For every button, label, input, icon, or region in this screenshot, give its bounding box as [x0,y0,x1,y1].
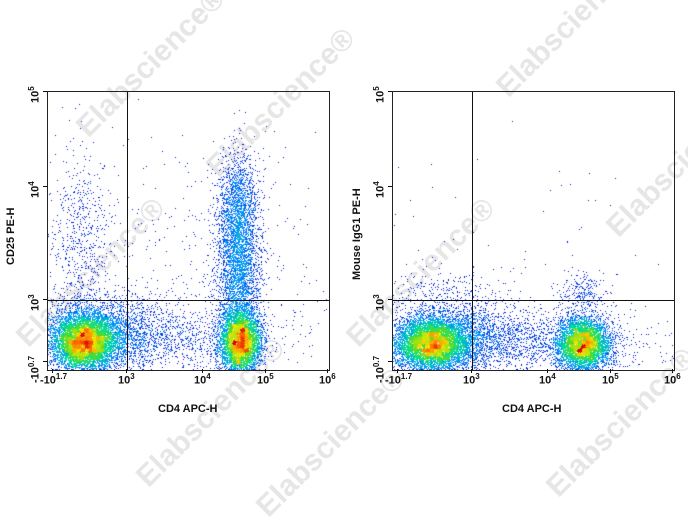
x-tick-label: 105 [602,372,619,387]
y-tick-label: 103 [372,294,387,311]
x-axis-title: CD4 APC-H [158,403,218,415]
y-tick [43,91,47,92]
quadrant-gate-vertical[interactable] [127,92,128,370]
y-tick-label: 103 [27,294,42,311]
dotplot-canvas [48,92,329,370]
y-tick [388,91,392,92]
x-tick [610,369,611,373]
x-tick-label: 103 [463,372,480,387]
y-tick [388,299,392,300]
x-tick-label: 106 [319,372,336,387]
y-axis-title: Mouse IgG1 PE-H [351,188,363,280]
y-tick [43,186,47,187]
x-tick-label: 105 [257,372,274,387]
x-tick [202,369,203,373]
watermark: Elabscience® [490,0,652,104]
quadrant-gate-vertical[interactable] [472,92,473,370]
x-tick [327,369,328,373]
y-tick-label: 104 [372,181,387,198]
x-tick-label: -101.7 [385,372,413,387]
y-tick-label: 105 [27,86,42,103]
x-tick-label: 104 [539,372,556,387]
x-tick [397,369,398,373]
x-tick-label: -101.7 [40,372,68,387]
x-axis-title: CD4 APC-H [502,403,562,415]
plot-area [47,91,330,371]
x-tick [126,369,127,373]
x-tick [672,369,673,373]
plot-area [392,91,675,371]
y-tick [388,361,392,362]
quadrant-gate-horizontal[interactable] [48,300,329,301]
y-tick-label: 104 [27,181,42,198]
x-tick [265,369,266,373]
quadrant-gate-horizontal[interactable] [393,300,674,301]
x-tick-label: 104 [194,372,211,387]
x-tick [547,369,548,373]
y-tick [388,186,392,187]
y-tick [43,361,47,362]
dotplot-canvas [393,92,674,370]
x-tick [471,369,472,373]
y-axis-title: CD25 PE-H [5,207,17,265]
x-tick [52,369,53,373]
x-tick-label: 106 [664,372,681,387]
x-tick-label: 103 [118,372,135,387]
y-tick [43,299,47,300]
y-tick-label: 105 [372,86,387,103]
